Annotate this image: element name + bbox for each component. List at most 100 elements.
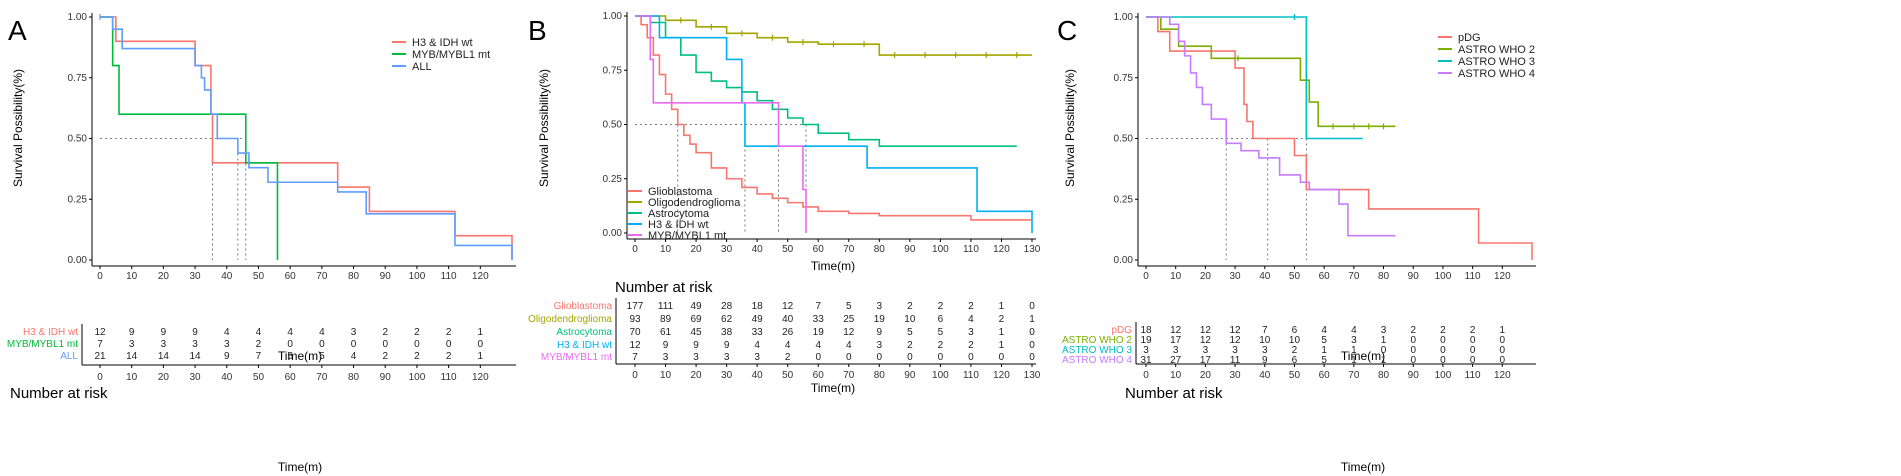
risk-count: 40	[782, 314, 794, 325]
risk-count: 3	[1232, 345, 1238, 356]
risk-count: 0	[1440, 355, 1446, 366]
x-tick-label: 60	[1319, 271, 1331, 282]
panel-b-risk-table: Glioblastoma 177 111 49 28 18 12 7 5 3 2 2 2 1 0Oligod…	[528, 298, 1041, 381]
risk-count: 0	[319, 339, 325, 350]
risk-row-label: ALL	[60, 351, 78, 362]
risk-row-label: Astrocytoma	[556, 327, 612, 338]
km-curve	[100, 16, 513, 260]
panel-a-xlabel: Time(m)	[278, 349, 322, 363]
legend-label: H3 & IDH wt	[412, 37, 473, 49]
risk-x-tick-label: 110	[441, 372, 457, 383]
risk-count: 9	[663, 340, 669, 351]
risk-count: 70	[629, 327, 641, 338]
risk-count: 0	[907, 352, 913, 363]
y-tick-label: 0.00	[1114, 255, 1134, 266]
risk-count: 0	[1029, 301, 1035, 312]
km-curve	[100, 16, 279, 260]
x-tick-label: 0	[632, 244, 638, 255]
legend-label: Glioblastoma	[648, 186, 713, 198]
y-tick-label: 1.00	[68, 12, 88, 23]
risk-count: 19	[813, 327, 825, 338]
risk-count: 0	[1500, 345, 1506, 356]
risk-count: 5	[287, 351, 293, 362]
risk-x-tick-label: 90	[1408, 370, 1420, 381]
x-tick-label: 30	[1230, 271, 1242, 282]
risk-count: 12	[1200, 335, 1212, 346]
risk-count: 0	[938, 352, 944, 363]
risk-count: 0	[351, 339, 357, 350]
risk-count: 0	[1500, 355, 1506, 366]
panel-a: A Survival Possibility(%) 0.000.250.500.…	[7, 12, 516, 474]
risk-count: 9	[192, 327, 198, 338]
risk-count: 1	[1029, 314, 1035, 325]
panel-c-xlabel: Time(m)	[1341, 349, 1385, 363]
risk-count: 3	[1351, 335, 1357, 346]
y-tick-label: 0.25	[1114, 194, 1134, 205]
risk-count: 0	[287, 339, 293, 350]
risk-row-label: ASTRO WHO 3	[1062, 345, 1132, 356]
risk-count: 0	[846, 352, 852, 363]
risk-x-tick-label: 20	[1200, 370, 1212, 381]
legend-label: MYB/MYBL1 mt	[648, 230, 726, 242]
risk-x-tick-label: 50	[1289, 370, 1301, 381]
risk-count: 14	[126, 351, 138, 362]
risk-row-label: Oligodendroglioma	[528, 314, 612, 325]
y-tick-label: 1.00	[1114, 12, 1134, 23]
risk-count: 9	[224, 351, 230, 362]
risk-x-tick-label: 120	[472, 372, 489, 383]
risk-count: 7	[815, 301, 821, 312]
risk-count: 0	[1500, 335, 1506, 346]
risk-count: 2	[785, 352, 791, 363]
risk-count: 0	[1029, 352, 1035, 363]
x-tick-label: 20	[691, 244, 703, 255]
panel-a-plot: 0.00 0.25 0.50 0.75 1.00 0 10 20 30 40 50 60 70 80 90 1…	[68, 12, 516, 282]
risk-count: 1	[999, 327, 1005, 338]
risk-x-tick-label: 0	[97, 372, 103, 383]
risk-count: 1	[999, 340, 1005, 351]
risk-count: 2	[256, 339, 262, 350]
x-tick-label: 110	[963, 244, 979, 255]
risk-count: 1	[1381, 355, 1387, 366]
x-tick-label: 60	[813, 244, 825, 255]
risk-x-tick-label: 100	[1435, 370, 1452, 381]
x-tick-label: 30	[721, 244, 733, 255]
x-tick-label: 100	[409, 271, 426, 282]
risk-count: 2	[1292, 345, 1298, 356]
risk-row-label: ASTRO WHO 4	[1062, 355, 1132, 366]
panel-b-risk-title: Number at risk	[615, 279, 713, 296]
risk-x-tick-label: 80	[874, 370, 886, 381]
risk-count: 2	[907, 340, 913, 351]
risk-count: 17	[1170, 335, 1182, 346]
risk-count: 10	[904, 314, 916, 325]
risk-count: 2	[1440, 325, 1446, 336]
x-tick-label: 110	[1465, 271, 1481, 282]
risk-count: 4	[351, 351, 357, 362]
y-tick-label: 0.75	[68, 73, 88, 84]
risk-count: 0	[1470, 345, 1476, 356]
risk-count: 0	[999, 352, 1005, 363]
risk-x-tick-label: 100	[409, 372, 426, 383]
risk-count: 2	[382, 351, 388, 362]
y-tick-label: 0.50	[1114, 134, 1134, 145]
risk-count: 2	[968, 301, 974, 312]
risk-x-tick-label: 0	[632, 370, 638, 381]
risk-count: 1	[1351, 355, 1357, 366]
risk-count: 3	[192, 339, 198, 350]
risk-count: 3	[693, 352, 699, 363]
risk-x-tick-label: 10	[1170, 370, 1182, 381]
risk-count: 19	[1140, 335, 1152, 346]
risk-count: 4	[1321, 325, 1327, 336]
km-curve	[635, 15, 1032, 221]
panel-b-plot: 0.00 0.25 0.50 0.75 1.00 0 10 20 30 40 50 60 70 80 90 1…	[603, 11, 1041, 255]
risk-x-tick-label: 80	[1378, 370, 1390, 381]
x-tick-label: 90	[1408, 271, 1420, 282]
legend-label: ASTRO WHO 4	[1458, 68, 1535, 80]
risk-count: 0	[1410, 345, 1416, 356]
panel-b: B Survival Possibility(%) 0.000.250.500.…	[528, 11, 1041, 395]
risk-count: 12	[629, 340, 641, 351]
panel-letter-b: B	[528, 15, 547, 46]
risk-count: 0	[446, 339, 452, 350]
km-curve	[1146, 16, 1396, 237]
